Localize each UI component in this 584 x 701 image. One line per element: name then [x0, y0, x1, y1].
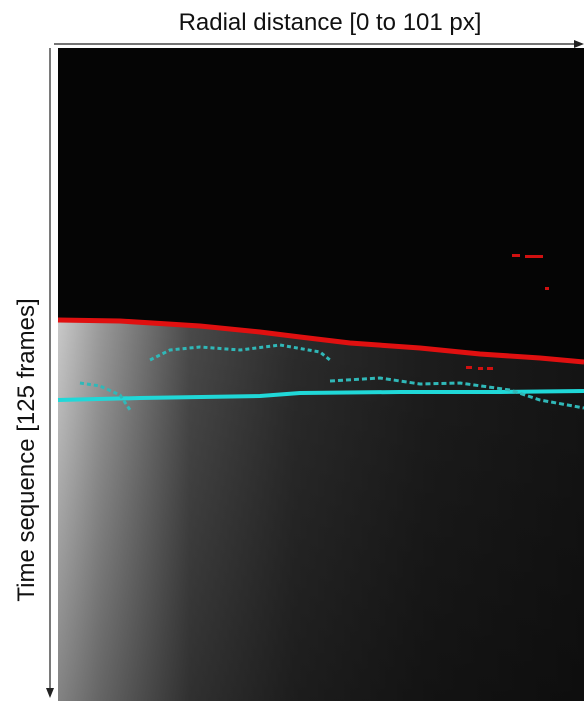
kymograph-shade: [58, 320, 584, 701]
x-arrow-head: [574, 40, 584, 48]
cyan-dots-left: [79, 381, 132, 411]
red-trace: [57, 317, 584, 365]
cyan-trace: [57, 389, 584, 402]
y-arrow-head: [46, 688, 54, 698]
x-axis-label: Radial distance [0 to 101 px]: [179, 9, 482, 36]
cyan-dots-upper: [149, 343, 331, 362]
red-speckles: [466, 254, 549, 370]
y-axis-label: Time sequence [125 frames]: [13, 298, 40, 601]
cyan-dots-right: [329, 376, 584, 410]
